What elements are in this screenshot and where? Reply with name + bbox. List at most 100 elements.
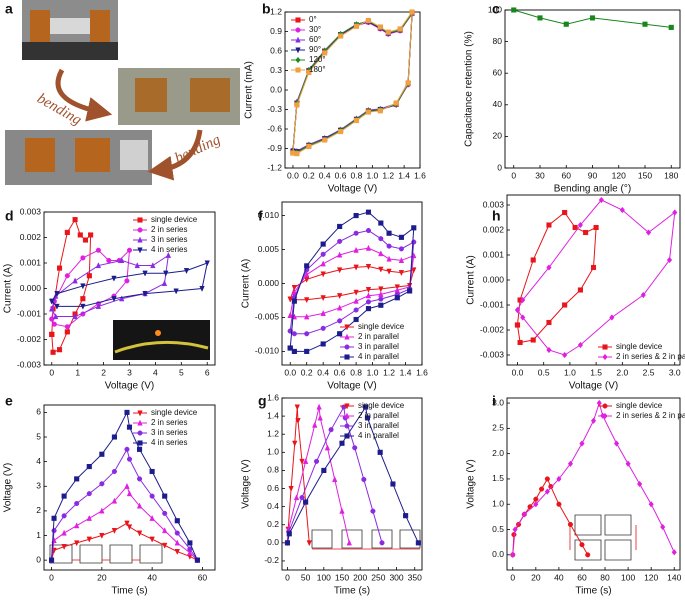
schematic <box>311 529 421 549</box>
x-tick-label: 20 <box>531 572 541 582</box>
marker <box>385 29 391 35</box>
y-axis-title: Current (A) <box>3 264 14 313</box>
x-tick-label: 1.0 <box>564 367 576 377</box>
marker <box>304 348 310 354</box>
marker <box>304 263 310 269</box>
marker <box>293 494 300 501</box>
marker <box>106 257 112 264</box>
marker <box>82 237 89 243</box>
marker <box>352 445 358 451</box>
panel-label: i <box>492 393 496 409</box>
marker <box>546 222 552 228</box>
x-axis-title: Bending angle (°) <box>554 184 631 195</box>
marker <box>287 312 293 318</box>
x-axis-title: Time (s) <box>334 586 370 597</box>
x-tick-label: 6 <box>205 367 210 377</box>
marker <box>546 264 552 271</box>
marker <box>337 223 343 229</box>
marker <box>577 287 583 293</box>
y-tick-label: 0.002 <box>20 232 42 242</box>
y-tick-label: 0.4 <box>267 501 279 511</box>
x-tick-label: 3.0 <box>669 367 681 377</box>
x-tick-label: 0 <box>49 367 54 377</box>
y-tick-label: -0.001 <box>480 299 504 309</box>
x-axis-title: Voltage (V) <box>328 184 377 195</box>
x-tick-label: 120 <box>644 572 658 582</box>
marker <box>199 285 205 292</box>
marker <box>64 229 70 235</box>
legend-marker <box>137 410 143 417</box>
marker <box>72 313 78 320</box>
marker <box>162 510 168 516</box>
x-tick-label: 1.0 <box>366 170 378 180</box>
marker <box>556 501 562 507</box>
marker <box>61 529 67 536</box>
marker <box>548 483 554 490</box>
schematic <box>49 544 163 564</box>
marker <box>124 409 130 415</box>
marker <box>596 399 602 407</box>
marker <box>514 306 521 314</box>
y-tick-label: 3.0 <box>492 397 504 407</box>
marker <box>562 302 568 308</box>
legend-label: 30° <box>309 25 321 34</box>
marker <box>50 349 56 355</box>
y-tick-label: 6 <box>36 407 41 417</box>
marker <box>99 451 105 457</box>
marker <box>284 540 291 546</box>
x-tick-label: 1.0 <box>367 367 379 377</box>
marker <box>162 493 168 499</box>
legend-label: 60° <box>309 35 321 44</box>
chart: i 0 20 40 60 80 100 120 140 0.0 0.5 1.0 1.5 2.0 2.5 3.0… <box>466 393 685 597</box>
marker <box>303 499 309 505</box>
marker <box>134 262 140 269</box>
inset-detail <box>155 330 161 336</box>
y-tick-label: 0.002 <box>483 224 505 234</box>
x-tick-label: 90 <box>588 170 598 180</box>
legend-label: 3 in parallel <box>358 421 399 430</box>
y-tick-label: -0.002 <box>480 324 504 334</box>
legend-marker <box>137 247 143 254</box>
marker <box>530 257 536 263</box>
marker <box>49 305 55 312</box>
x-tick-label: 2.0 <box>616 367 628 377</box>
marker <box>365 227 372 234</box>
marker <box>365 244 372 251</box>
y-tick-label: 0.3 <box>270 65 282 75</box>
x-tick-label: 350 <box>408 572 422 582</box>
plot-frame <box>504 9 681 169</box>
y-tick-label: -0.001 <box>17 308 41 318</box>
marker <box>306 69 312 76</box>
marker <box>353 213 359 219</box>
marker <box>339 440 345 446</box>
y-tick-label: 2 <box>36 505 41 515</box>
photo-detail <box>135 78 167 112</box>
x-tick-label: 40 <box>147 572 157 582</box>
photo-detail <box>25 138 55 172</box>
x-tick-label: 1.2 <box>383 367 395 377</box>
marker <box>353 230 359 236</box>
marker <box>386 243 392 249</box>
legend-label: 2 in parallel <box>358 332 399 341</box>
marker <box>544 476 550 482</box>
legend-label: 180° <box>309 65 326 74</box>
marker <box>165 251 172 258</box>
marker <box>49 316 55 322</box>
legend-marker <box>295 27 301 33</box>
legend-marker <box>295 36 301 43</box>
legend-marker <box>602 344 608 350</box>
marker <box>292 440 298 447</box>
x-tick-label: 1.6 <box>416 367 428 377</box>
y-tick-label: 0.9 <box>270 26 282 36</box>
y-tick-label: 4 <box>36 456 41 466</box>
y-tick-label: 0.000 <box>20 283 42 293</box>
marker <box>379 540 385 546</box>
inset-photo <box>113 320 210 360</box>
series-line <box>513 9 672 28</box>
marker <box>637 480 643 488</box>
plot-frame <box>506 397 681 571</box>
marker <box>302 457 309 464</box>
marker <box>61 513 67 519</box>
x-tick-label: 2 <box>101 367 106 377</box>
